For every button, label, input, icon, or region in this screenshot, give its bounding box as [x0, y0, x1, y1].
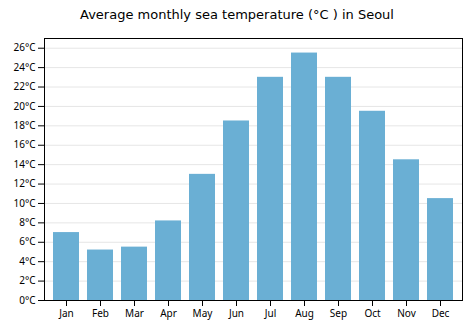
svg-text:18°C: 18°C — [13, 118, 36, 132]
svg-text:Mar: Mar — [125, 306, 144, 320]
svg-text:20°C: 20°C — [13, 99, 36, 113]
svg-text:Jun: Jun — [228, 306, 244, 320]
svg-text:Sep: Sep — [330, 306, 347, 320]
svg-text:Jan: Jan — [58, 306, 74, 320]
svg-text:24°C: 24°C — [13, 60, 36, 74]
svg-text:Feb: Feb — [92, 306, 109, 320]
svg-text:2°C: 2°C — [19, 273, 36, 287]
svg-text:22°C: 22°C — [13, 79, 36, 93]
svg-text:16°C: 16°C — [13, 137, 36, 151]
html-text:Average monthly sea temperatur: Average monthly sea temperature (°C ) in… — [80, 7, 394, 22]
svg-text:14°C: 14°C — [13, 157, 36, 171]
svg-text:0°C: 0°C — [19, 293, 36, 307]
svg-text:8°C: 8°C — [19, 215, 36, 229]
svg-text:Dec: Dec — [432, 306, 450, 320]
svg-text:26°C: 26°C — [13, 40, 36, 54]
svg-text:6°C: 6°C — [19, 234, 36, 248]
svg-text:Nov: Nov — [397, 306, 416, 320]
svg-text:Jul: Jul — [264, 306, 277, 320]
svg-text:Apr: Apr — [160, 306, 177, 320]
svg-text:May: May — [193, 306, 214, 320]
svg-text:4°C: 4°C — [19, 254, 36, 268]
svg-text:Aug: Aug — [295, 306, 314, 320]
svg-text:10°C: 10°C — [13, 196, 36, 210]
svg-text:Oct: Oct — [364, 306, 381, 320]
svg-text:12°C: 12°C — [13, 176, 36, 190]
